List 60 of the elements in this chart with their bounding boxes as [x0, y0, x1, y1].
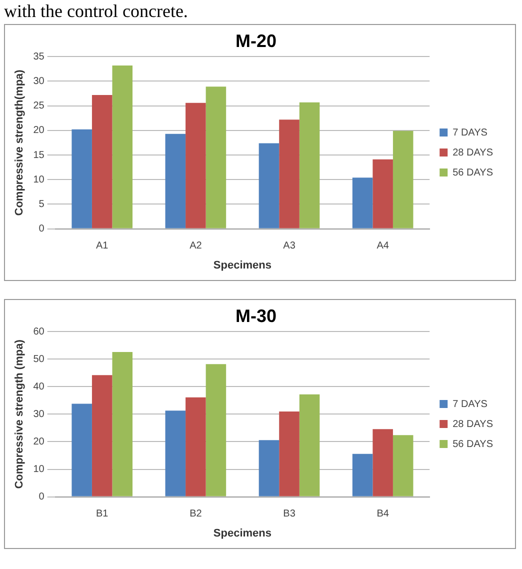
x-tick-label: A3	[283, 240, 296, 252]
bar	[372, 159, 393, 228]
y-tick-label: 5	[38, 198, 45, 210]
legend-label: 28 DAYS	[452, 418, 494, 430]
bar	[279, 411, 300, 496]
bar	[279, 120, 300, 228]
y-tick-label: 10	[33, 464, 45, 476]
x-tick-label: B1	[96, 508, 109, 520]
y-tick-label: 15	[33, 150, 45, 161]
x-tick-label: A2	[190, 240, 202, 252]
bar	[112, 65, 133, 228]
bar	[186, 397, 206, 496]
legend-label: 7 DAYS	[452, 127, 488, 138]
bar	[112, 352, 133, 496]
bar	[165, 410, 186, 496]
x-tick-label: A4	[376, 240, 390, 252]
bar	[72, 404, 92, 496]
x-tick-label: A1	[96, 240, 109, 252]
bar	[92, 94, 112, 228]
bar	[299, 102, 320, 228]
bar	[258, 440, 280, 496]
bar	[299, 394, 320, 496]
bar	[352, 178, 373, 228]
x-tick-label: B4	[376, 508, 390, 520]
x-axis-title: Specimens	[213, 259, 272, 272]
bar	[392, 130, 414, 228]
bar	[352, 454, 373, 496]
legend-label: 56 DAYS	[452, 438, 494, 450]
y-tick-label: 25	[33, 100, 45, 112]
bar	[186, 102, 206, 228]
y-tick-label: 30	[33, 76, 45, 87]
y-tick-label: 10	[33, 174, 45, 186]
bar	[392, 435, 414, 496]
bar	[206, 86, 226, 228]
x-axis-title: Specimens	[213, 527, 272, 540]
legend-label: 7 DAYS	[452, 398, 488, 410]
bar	[372, 429, 393, 496]
bar	[206, 364, 226, 496]
y-tick-label: 20	[33, 125, 45, 136]
x-tick-label: B3	[283, 508, 296, 520]
chart-title: M-20	[235, 30, 277, 51]
bar	[258, 143, 280, 228]
legend-label: 28 DAYS	[452, 147, 494, 158]
y-axis-title: Compressive strength(mpa)	[14, 69, 26, 216]
y-tick-label: 30	[33, 408, 45, 420]
text: with the control concrete.	[4, 0, 189, 22]
y-tick-label: 0	[38, 492, 45, 503]
chart-title: M-30	[235, 306, 277, 326]
x-tick-label: B2	[190, 508, 202, 520]
y-tick-label: 50	[33, 354, 45, 365]
y-tick-label: 40	[33, 381, 45, 392]
bar	[165, 134, 186, 228]
bar	[92, 375, 112, 496]
y-tick-label: 35	[33, 51, 45, 62]
legend-label: 56 DAYS	[452, 167, 494, 178]
y-tick-label: 60	[33, 326, 45, 338]
y-tick-label: 0	[38, 224, 45, 235]
y-axis-title: Compressive strength (mpa)	[14, 339, 26, 489]
bar	[72, 129, 92, 228]
y-tick-label: 20	[33, 436, 45, 448]
